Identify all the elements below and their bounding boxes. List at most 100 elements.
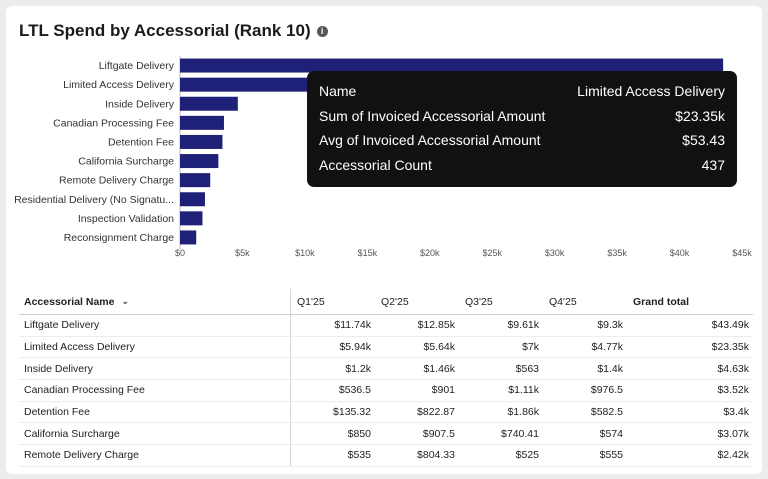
table-cell: $1.46k <box>423 362 455 375</box>
column-header-accessorial-name[interactable]: Accessorial Name ⌄ <box>19 289 291 314</box>
table-cell: $7k <box>522 341 539 354</box>
x-tick-label: $40k <box>670 248 690 258</box>
chart-title: LTL Spend by Accessorial (Rank 10) i <box>19 21 328 41</box>
column-header[interactable]: Grand total <box>633 295 690 308</box>
table-cell: $11.74k <box>334 319 371 332</box>
table-cell: $135.32 <box>333 406 371 419</box>
table-cell: $804.33 <box>417 449 455 462</box>
tooltip-value: Limited Access Delivery <box>577 83 725 99</box>
bar[interactable] <box>180 154 219 169</box>
chart-title-text: LTL Spend by Accessorial (Rank 10) <box>19 21 311 40</box>
row-label: Canadian Processing Fee <box>19 380 291 401</box>
category-label: Inside Delivery <box>105 98 175 110</box>
table-row[interactable]: Remote Delivery Charge $535 $804.33 $525 $55… <box>19 445 753 467</box>
table-cell: $574 <box>599 427 623 440</box>
chart-card: LTL Spend by Accessorial (Rank 10) i Lif… <box>6 6 762 474</box>
table-row[interactable]: California Surcharge $850 $907.5 $740.41 $57… <box>19 423 753 446</box>
table-row[interactable]: Limited Access Delivery $5.94k $5.64k $7k $4… <box>19 336 753 359</box>
table-cell: $1.4k <box>597 362 623 375</box>
tooltip-value: 437 <box>701 156 725 173</box>
column-header[interactable]: Q1'25 <box>297 295 325 308</box>
table-cell: $850 <box>347 427 371 440</box>
table-cell: $9.61k <box>507 319 539 332</box>
category-label: Limited Access Delivery <box>63 79 175 91</box>
tooltip-label: Avg of Invoiced Accessorial Amount <box>319 132 541 148</box>
tooltip-row: Name Limited Access Delivery <box>319 83 725 99</box>
table-cell: $5.64k <box>423 341 455 354</box>
table-row[interactable]: Canadian Processing Fee $536.5 $901 $1.11k $… <box>19 380 753 402</box>
x-tick-label: $30k <box>545 248 565 258</box>
table-cell: $535 <box>347 449 371 462</box>
category-label: Canadian Processing Fee <box>53 117 174 129</box>
bar[interactable] <box>180 115 224 130</box>
table-cell: $536.5 <box>338 384 371 397</box>
table-header: Accessorial Name ⌄ Q1'25 Q2'25 Q3'25 Q4'25 Gra… <box>19 289 753 315</box>
table-cell: $3.4k <box>723 406 749 419</box>
bar[interactable] <box>180 58 724 73</box>
chevron-down-icon[interactable]: ⌄ <box>121 296 130 306</box>
category-label: Inspection Validation <box>78 213 174 225</box>
bar[interactable] <box>180 173 211 188</box>
row-label: Liftgate Delivery <box>19 315 291 336</box>
column-header[interactable]: Q2'25 <box>381 295 409 308</box>
table-cell: $43.49k <box>711 319 749 332</box>
table-cell: $1.11k <box>508 384 539 397</box>
table-cell: $12.85k <box>417 319 455 332</box>
tooltip-value: $23.35k <box>675 107 725 124</box>
column-header[interactable]: Q3'25 <box>465 295 493 308</box>
category-label: Reconsignment Charge <box>64 232 174 244</box>
row-label: California Surcharge <box>19 423 291 445</box>
table-cell: $5.94k <box>339 341 371 354</box>
table-cell: $582.5 <box>590 406 623 419</box>
pivot-table: Accessorial Name ⌄ Q1'25 Q2'25 Q3'25 Q4'25 Gra… <box>19 289 753 467</box>
tooltip-label: Sum of Invoiced Accessorial Amount <box>319 107 546 124</box>
row-label: Inside Delivery <box>19 358 291 380</box>
category-label: Liftgate Delivery <box>99 60 175 72</box>
bar[interactable] <box>180 192 205 207</box>
table-row[interactable]: Liftgate Delivery $11.74k $12.85k $9.61k $9.… <box>19 315 753 337</box>
category-label: Residential Delivery (No Signatu... <box>14 194 174 206</box>
x-tick-label: $5k <box>235 248 250 258</box>
tooltip-label: Accessorial Count <box>319 156 432 173</box>
table-cell: $907.5 <box>422 427 455 440</box>
table-cell: $1.2k <box>345 362 371 375</box>
table-cell: $2.42k <box>717 449 749 462</box>
table-row[interactable]: Inside Delivery $1.2k $1.46k $563 $1.4k $4.63… <box>19 358 753 381</box>
table-body: Liftgate Delivery $11.74k $12.85k $9.61k $9.… <box>19 315 753 467</box>
bar[interactable] <box>180 230 197 245</box>
x-tick-label: $15k <box>358 248 378 258</box>
info-icon[interactable]: i <box>316 25 328 37</box>
table-cell: $525 <box>515 449 539 462</box>
chart-tooltip: Name Limited Access Delivery Sum of Invoic… <box>307 71 737 187</box>
tooltip-row: Avg of Invoiced Accessorial Amount $53.43 <box>319 132 725 148</box>
row-label: Detention Fee <box>19 401 291 423</box>
tooltip-row: Sum of Invoiced Accessorial Amount $23.35… <box>319 108 725 124</box>
tooltip-label: Name <box>319 83 357 99</box>
bar[interactable] <box>180 134 223 149</box>
table-cell: $3.52k <box>717 384 749 397</box>
table-cell: $740.41 <box>501 427 539 440</box>
x-tick-label: $20k <box>420 248 440 258</box>
table-cell: $555 <box>599 449 623 462</box>
table-cell: $4.63k <box>717 362 749 375</box>
table-cell: $822.87 <box>417 406 455 419</box>
table-cell: $4.77k <box>591 341 623 354</box>
x-tick-label: $35k <box>607 248 627 258</box>
bar[interactable] <box>180 96 238 111</box>
row-label: Limited Access Delivery <box>19 336 291 358</box>
bar-chart: Liftgate Delivery Limited Access Delivery… <box>14 56 752 258</box>
category-label: Remote Delivery Charge <box>59 175 174 187</box>
table-row[interactable]: Detention Fee $135.32 $822.87 $1.86k $582.5 $… <box>19 401 753 424</box>
column-header-label: Accessorial Name <box>24 295 115 308</box>
x-tick-label: $10k <box>295 248 315 258</box>
x-tick-label: $45k <box>732 248 752 258</box>
row-label: Remote Delivery Charge <box>19 445 291 466</box>
table-cell: $563 <box>515 362 539 375</box>
tooltip-value: $53.43 <box>682 132 725 148</box>
column-header[interactable]: Q4'25 <box>549 295 577 308</box>
tooltip-row: Accessorial Count 437 <box>319 157 725 173</box>
bar[interactable] <box>180 211 203 226</box>
x-tick-label: $25k <box>482 248 502 258</box>
category-label: California Surcharge <box>78 156 174 168</box>
x-tick-label: $0 <box>175 248 185 258</box>
